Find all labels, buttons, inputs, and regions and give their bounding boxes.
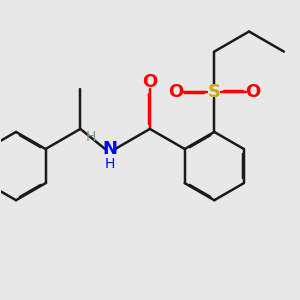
Text: S: S (208, 83, 221, 101)
Text: H: H (105, 157, 116, 171)
Text: H: H (85, 130, 96, 144)
Text: O: O (142, 73, 158, 91)
Text: O: O (246, 83, 261, 101)
Text: N: N (103, 140, 118, 158)
Text: O: O (168, 83, 183, 101)
